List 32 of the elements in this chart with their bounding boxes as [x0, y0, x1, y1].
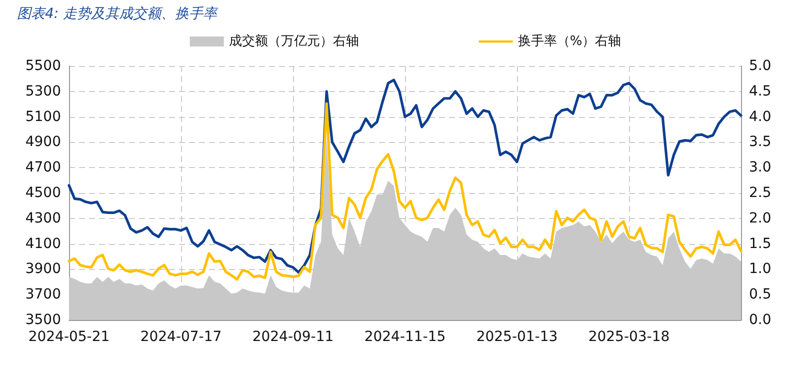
y2-tick-label: 3.0 — [749, 160, 772, 176]
y2-tick-label: 3.5 — [749, 134, 772, 150]
x-tick-label: 2024-11-15 — [364, 329, 446, 345]
y2-tick-label: 4.5 — [749, 83, 772, 100]
x-tick-label: 2025-03-18 — [588, 329, 670, 345]
y-tick-label: 3500 — [25, 312, 61, 328]
legend-label: 成交额（万亿元）右轴 — [228, 33, 359, 49]
x-tick-label: 2024-09-11 — [252, 329, 334, 345]
x-tick-label: 2024-05-21 — [28, 329, 110, 345]
y-tick-label: 3700 — [25, 286, 61, 303]
y2-tick-label: 1.5 — [749, 236, 772, 252]
y-tick-label: 5300 — [25, 83, 61, 100]
y2-tick-label: 0.0 — [749, 312, 772, 328]
chart-title: 图表4: 走势及其成交额、换手率 — [17, 6, 220, 22]
y-tick-label: 5100 — [25, 108, 61, 125]
y-tick-label: 5500 — [25, 58, 61, 74]
y-tick-label: 4700 — [25, 160, 61, 176]
y-tick-label: 4500 — [25, 185, 61, 201]
y2-tick-label: 2.0 — [749, 210, 772, 226]
x-tick-label: 2024-07-17 — [140, 329, 222, 345]
y2-tick-label: 2.5 — [749, 185, 772, 201]
y-tick-label: 4100 — [25, 236, 61, 252]
legend-label: 换手率（%）右轴 — [518, 33, 622, 49]
y-tick-label: 3900 — [25, 261, 61, 278]
y2-tick-label: 0.5 — [749, 286, 772, 303]
y-tick-label: 4300 — [25, 210, 61, 226]
y2-tick-label: 1.0 — [749, 261, 772, 278]
line-series — [68, 102, 742, 281]
x-tick-label: 2025-01-13 — [476, 329, 558, 345]
y2-tick-label: 4.0 — [749, 108, 772, 125]
y2-tick-label: 5.0 — [749, 58, 772, 74]
y-tick-label: 4900 — [25, 134, 61, 150]
